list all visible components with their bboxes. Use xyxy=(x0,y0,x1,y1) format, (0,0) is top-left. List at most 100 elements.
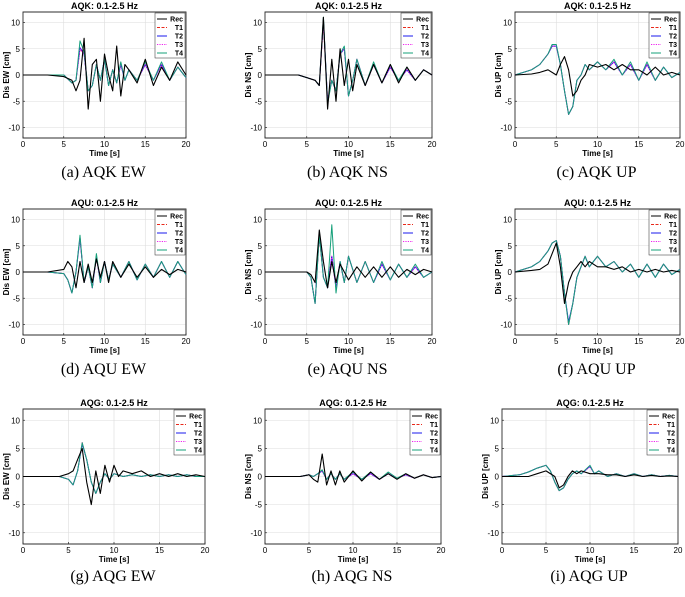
x-tick-label: 10 xyxy=(593,140,602,149)
x-tick-label: 20 xyxy=(676,337,685,346)
y-tick-label: 10 xyxy=(253,19,262,28)
x-tick-label: 20 xyxy=(182,140,191,149)
x-tick-label: 15 xyxy=(630,546,639,555)
legend-label-t1: T1 xyxy=(669,222,677,229)
chart-title: AQU: 0.1-2.5 Hz xyxy=(564,198,632,208)
x-tick-label: 15 xyxy=(634,140,643,149)
legend-label-t3: T3 xyxy=(669,42,677,49)
legend-label-t3: T3 xyxy=(430,439,438,446)
y-axis-label: Dis NS [cm] xyxy=(244,52,253,97)
legend-label-t4: T4 xyxy=(669,248,677,255)
x-tick-label: 10 xyxy=(100,140,109,149)
y-tick-label: 0 xyxy=(508,268,513,277)
panel-caption: (g) AQG EW xyxy=(70,568,156,585)
x-tick-label: 5 xyxy=(544,546,549,555)
x-axis-label: Time [s] xyxy=(89,346,120,355)
legend-label-t1: T1 xyxy=(667,422,675,429)
y-tick-label: 0 xyxy=(16,268,21,277)
x-axis-label: Time [s] xyxy=(582,149,613,158)
x-tick-label: 5 xyxy=(554,140,559,149)
y-tick-label: 0 xyxy=(16,473,21,482)
series-rec-line xyxy=(23,37,187,110)
panel-caption: (a) AQK EW xyxy=(61,164,146,181)
y-tick-label: 5 xyxy=(258,444,263,453)
aqk-ns-panel: 0 5 10 15 20 -10 -5 0 5 10 AQK: 0.1-2.5 Hz Time [s]… xyxy=(244,1,437,181)
chart-title: AQG: 0.1-2.5 Hz xyxy=(556,398,624,408)
y-tick-label: -5 xyxy=(505,97,513,106)
panel-caption: (d) AQU EW xyxy=(61,361,147,378)
legend-label-t1: T1 xyxy=(175,25,183,32)
aqu-ew-panel: 0 5 10 15 20 -10 -5 0 5 10 AQU: 0.1-2.5 Hz Time [s]… xyxy=(2,198,191,378)
panel-caption: (c) AQK UP xyxy=(557,164,637,181)
legend-label-t2: T2 xyxy=(430,431,438,438)
x-tick-label: 5 xyxy=(66,546,71,555)
legend-label-t4: T4 xyxy=(175,248,183,255)
legend-label-t4: T4 xyxy=(175,51,183,58)
chart-title: AQG: 0.1-2.5 Hz xyxy=(319,398,387,408)
x-tick-label: 5 xyxy=(62,337,67,346)
x-tick-label: 20 xyxy=(428,140,437,149)
x-tick-label: 0 xyxy=(21,546,26,555)
legend-label-t3: T3 xyxy=(669,239,677,246)
series-t4-line xyxy=(23,442,205,494)
x-tick-label: 0 xyxy=(513,337,518,346)
y-tick-label: 10 xyxy=(503,19,512,28)
legend-label-t3: T3 xyxy=(421,239,429,246)
x-tick-label: 0 xyxy=(21,337,26,346)
x-tick-label: 0 xyxy=(500,546,505,555)
y-tick-label: -10 xyxy=(8,321,20,330)
y-axis-label: Dis UP [cm] xyxy=(494,249,503,294)
series-rec-line xyxy=(23,258,187,289)
y-tick-label: 10 xyxy=(490,416,499,425)
x-tick-label: 15 xyxy=(386,140,395,149)
y-tick-label: 10 xyxy=(11,416,20,425)
x-tick-label: 10 xyxy=(586,546,595,555)
y-tick-label: -10 xyxy=(8,529,20,538)
legend-label-rec: Rec xyxy=(664,17,677,24)
y-axis-label: Dis NS [cm] xyxy=(244,454,253,499)
legend-label-rec: Rec xyxy=(189,414,202,421)
y-tick-label: -10 xyxy=(500,321,512,330)
y-tick-label: 0 xyxy=(258,71,263,80)
legend-label-t1: T1 xyxy=(669,25,677,32)
legend-label-t1: T1 xyxy=(194,422,202,429)
y-tick-label: -10 xyxy=(250,529,262,538)
series-rec-line xyxy=(514,242,681,305)
x-tick-label: 0 xyxy=(21,140,26,149)
x-tick-label: 5 xyxy=(305,140,310,149)
y-tick-label: 10 xyxy=(11,216,20,225)
series-rec-line xyxy=(265,16,433,110)
legend-label-t1: T1 xyxy=(430,422,438,429)
legend-label-t1: T1 xyxy=(421,222,429,229)
x-tick-label: 5 xyxy=(305,337,310,346)
x-tick-label: 5 xyxy=(307,546,312,555)
y-tick-label: -5 xyxy=(13,294,21,303)
legend-label-rec: Rec xyxy=(416,214,429,221)
series-rec-line xyxy=(502,470,679,489)
chart-title: AQK: 0.1-2.5 Hz xyxy=(315,1,383,11)
chart-title: AQU: 0.1-2.5 Hz xyxy=(71,198,139,208)
legend-label-t2: T2 xyxy=(669,231,677,238)
y-axis-label: Dis EW [cm] xyxy=(2,51,11,98)
legend-label-t3: T3 xyxy=(175,42,183,49)
x-tick-label: 15 xyxy=(386,337,395,346)
series-rec-line xyxy=(265,229,433,289)
series-t3-line xyxy=(514,45,681,115)
y-tick-label: 10 xyxy=(253,416,262,425)
x-tick-label: 20 xyxy=(182,337,191,346)
y-axis-label: Dis UP [cm] xyxy=(481,454,490,499)
legend-label-t4: T4 xyxy=(430,448,438,455)
x-tick-label: 10 xyxy=(110,546,119,555)
legend-label-t2: T2 xyxy=(175,34,183,41)
legend-label-t4: T4 xyxy=(669,51,677,58)
legend-label-t3: T3 xyxy=(667,439,675,446)
y-tick-label: 5 xyxy=(258,242,263,251)
legend-label-rec: Rec xyxy=(664,214,677,221)
y-axis-label: Dis UP [cm] xyxy=(494,52,503,97)
y-tick-label: -10 xyxy=(250,124,262,133)
legend-label-t4: T4 xyxy=(421,51,429,58)
x-tick-label: 0 xyxy=(513,140,518,149)
x-axis-label: Time [s] xyxy=(575,555,606,564)
x-tick-label: 15 xyxy=(141,140,150,149)
legend-label-t2: T2 xyxy=(194,431,202,438)
